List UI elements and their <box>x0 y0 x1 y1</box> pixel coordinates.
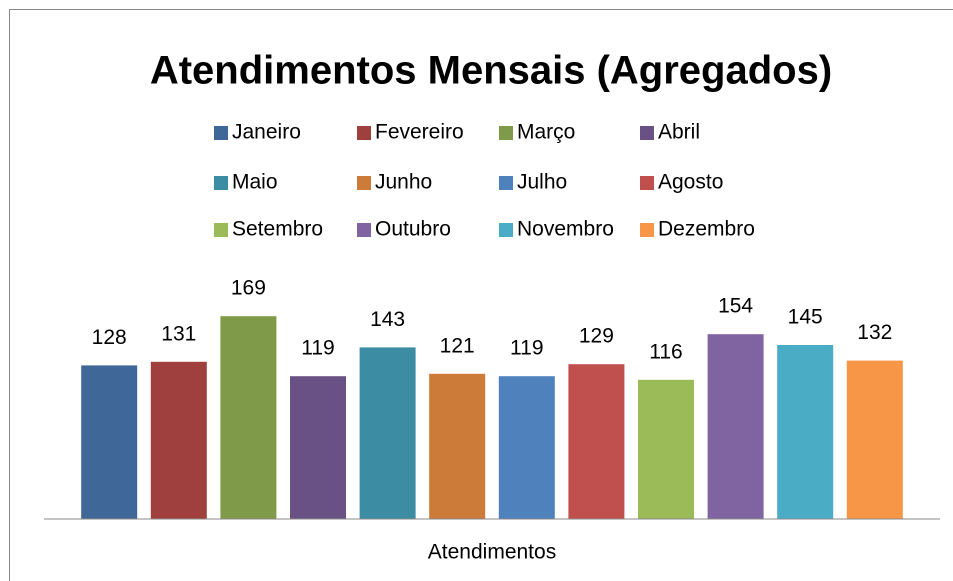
legend-swatch <box>214 176 228 190</box>
legend-swatch <box>499 223 513 237</box>
bar <box>568 364 625 519</box>
data-label: 121 <box>440 334 475 357</box>
legend-swatch <box>357 126 371 140</box>
chart-title: Atendimentos Mensais (Agregados) <box>150 49 832 93</box>
data-label: 154 <box>718 295 753 318</box>
data-label: 128 <box>92 326 127 349</box>
legend-label: Agosto <box>658 171 723 194</box>
legend-swatch <box>499 176 513 190</box>
bar <box>220 316 277 519</box>
legend-label: Maio <box>232 171 278 194</box>
data-label: 129 <box>579 325 614 348</box>
bar <box>638 379 694 519</box>
data-label: 131 <box>161 322 196 345</box>
legend-swatch <box>640 176 654 190</box>
legend-swatch <box>214 223 228 237</box>
legend-swatch <box>640 223 654 237</box>
legend-label: Março <box>517 121 575 144</box>
legend-swatch <box>499 126 513 140</box>
data-label: 132 <box>857 321 892 344</box>
x-tick-label: Atendimentos <box>428 541 556 564</box>
legend-label: Junho <box>375 171 432 194</box>
legend-swatch <box>214 126 228 140</box>
data-label: 116 <box>649 340 682 363</box>
legend-label: Fevereiro <box>375 121 464 144</box>
legend-label: Julho <box>517 171 567 194</box>
legend-label: Outubro <box>375 218 451 241</box>
data-label: 119 <box>510 337 543 360</box>
legend-swatch <box>640 126 654 140</box>
data-label: 145 <box>788 306 823 329</box>
legend-label: Setembro <box>232 218 323 241</box>
legend-label: Dezembro <box>658 218 755 241</box>
legend-swatch <box>357 176 371 190</box>
bar <box>150 361 207 519</box>
bar <box>846 360 903 519</box>
bar <box>777 345 834 519</box>
legend-label: Janeiro <box>232 121 301 144</box>
bar <box>429 373 486 519</box>
data-label: 143 <box>370 308 405 331</box>
bar <box>707 334 764 519</box>
bar <box>81 365 138 519</box>
data-label: 119 <box>301 337 334 360</box>
legend-label: Abril <box>658 121 700 144</box>
bar <box>359 347 416 519</box>
data-label: 169 <box>231 277 266 300</box>
legend-label: Novembro <box>517 218 614 241</box>
bar <box>290 376 346 519</box>
bar <box>498 376 555 519</box>
legend-swatch <box>357 223 371 237</box>
